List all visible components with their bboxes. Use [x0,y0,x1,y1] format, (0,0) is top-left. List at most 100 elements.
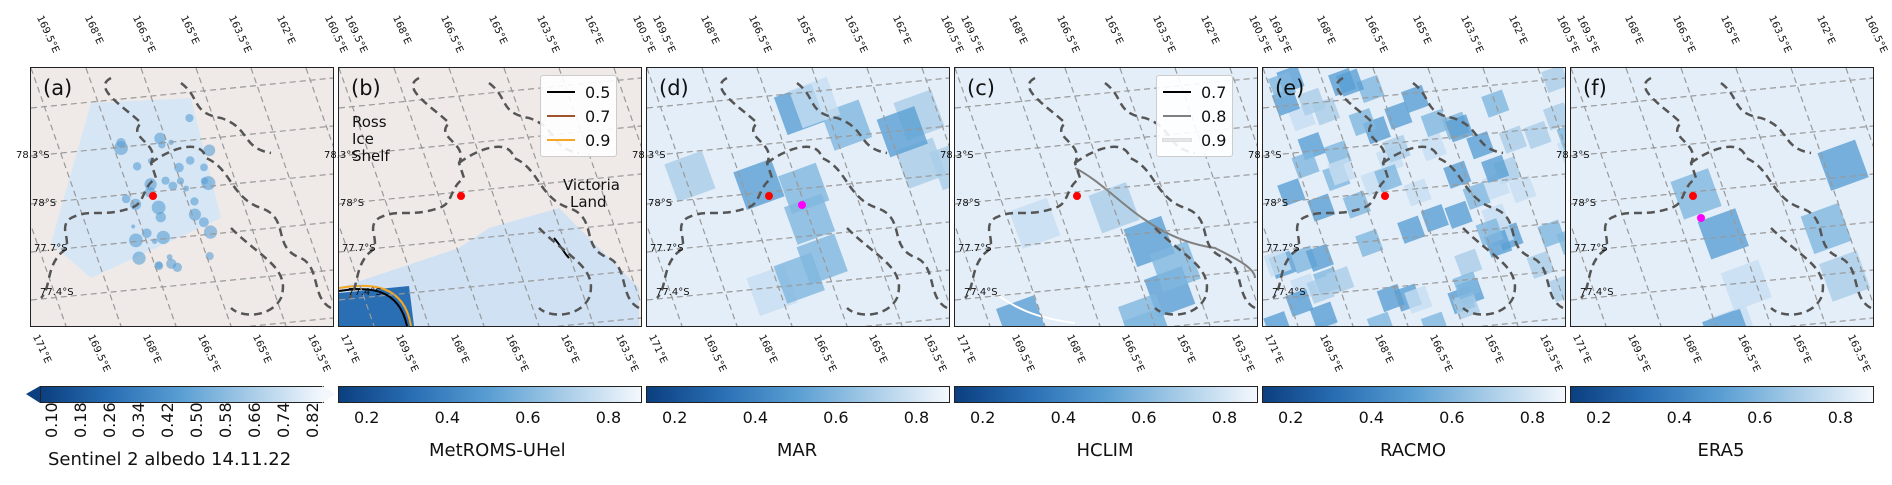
bottom-lon-tick: 165°E [1790,333,1813,366]
colorbar [1262,386,1566,403]
colorbar [646,386,950,403]
top-lon-tick: 168°E [1622,14,1645,47]
magenta-point-marker [798,201,806,209]
red-point-marker [457,192,465,200]
bottom-lon-tick: 169.5°E [1625,333,1652,374]
bottom-lon-tick: 166.5°E [1427,333,1454,374]
top-lon-tick: 162°E [1506,14,1529,47]
lat-tick: 78.3°S [632,150,666,161]
colorbar [338,386,642,403]
top-lon-tick: 166.5°E [130,14,157,55]
legend-entry: 0.8 [1163,104,1226,128]
colorbar-tick-label: 0.4 [434,408,461,427]
bottom-lon-tick: 163.5°E [305,333,332,374]
bottom-lon-tick: 171°E [646,333,669,366]
contour-legend: 0.5 0.7 0.9 [540,75,618,157]
colorbar-title: HCLIM [1076,440,1134,461]
top-lon-tick: 165°E [486,14,509,47]
panel-label: (a) [43,76,73,100]
colorbar-tick-label: 0.42 [158,402,177,438]
colorbar-tick-label: 0.2 [970,408,996,427]
top-lon-tick: 165°E [178,14,201,47]
colorbar-tick-label: 0.2 [1586,408,1612,427]
colorbar [1570,386,1874,403]
colorbar-tick-label: 0.58 [216,402,235,438]
bottom-lon-tick: 166.5°E [503,333,530,374]
colorbar-tick-label: 0.4 [742,408,769,427]
bottom-lon-tick: 165°E [1482,333,1505,366]
legend-line-swatch [547,91,575,93]
bottom-lon-tick: 166.5°E [811,333,838,374]
colorbar-tick-label: 0.34 [129,402,148,438]
panel-label: (e) [1275,76,1305,100]
top-lon-tick: 165°E [1718,14,1741,47]
top-lon-tick: 166.5°E [1362,14,1389,55]
bottom-lon-tick: 165°E [558,333,581,366]
lat-tick: 78°S [1572,198,1597,209]
red-point-marker [765,192,773,200]
bottom-lon-tick: 169.5°E [393,333,420,374]
colorbar-tick-label: 0.8 [1519,408,1546,427]
top-lon-tick: 160.5°E [1862,14,1889,55]
bottom-lon-tick: 163.5°E [1537,333,1564,374]
bottom-lon-tick: 168°E [448,333,471,366]
lat-tick: 78.3°S [16,150,50,161]
map-d: (d) [646,67,950,327]
colorbar-tick-label: 0.2 [354,408,380,427]
colorbar-tick-label: 0.50 [187,402,206,438]
colorbar-title: MetROMS-UHel [429,440,566,461]
legend-label: 0.5 [585,82,611,102]
top-lon-tick: 166.5°E [438,14,465,55]
bottom-lon-tick: 168°E [140,333,163,366]
bottom-lon-tick: 166.5°E [195,333,222,374]
lat-tick: 77.7°S [958,243,992,254]
legend-entry: 0.5 [547,80,610,104]
map-annotation: Ross [352,113,387,131]
legend-line-swatch [547,115,575,117]
colorbar-tick-label: 0.4 [1050,408,1077,427]
colorbar-title: Sentinel 2 albedo 14.11.22 [48,449,292,470]
colorbar-max-extend-arrow [322,386,336,403]
legend-label: 0.7 [1201,82,1227,102]
lat-tick: 77.4°S [656,287,690,298]
bottom-lon-tick: 169.5°E [1317,333,1344,374]
legend-line-swatch [547,139,575,141]
lat-tick: 78°S [956,198,981,209]
top-lon-tick: 165°E [794,14,817,47]
legend-line-swatch [1163,115,1191,117]
contour-legend: 0.7 0.8 0.9 [1156,75,1234,157]
colorbar-tick-label: 0.18 [71,402,90,438]
top-lon-tick: 163.5°E [226,14,253,55]
colorbar-tick-label: 0.66 [245,402,264,438]
top-lon-tick: 162°E [1198,14,1221,47]
bottom-lon-tick: 169.5°E [701,333,728,374]
lat-tick: 77.7°S [34,243,68,254]
panel-label: (f) [1583,76,1607,100]
colorbar-tick-label: 0.6 [1131,408,1157,427]
legend-label: 0.9 [1201,130,1227,150]
lat-tick: 77.4°S [964,287,998,298]
top-lon-tick: 163.5°E [842,14,869,55]
top-lon-tick: 162°E [1814,14,1837,47]
top-lon-tick: 165°E [1102,14,1125,47]
panel-label: (b) [351,76,381,100]
colorbar-tick-label: 0.10 [42,402,61,438]
lat-tick: 78.3°S [1248,150,1282,161]
colorbar-tick-label: 0.8 [1211,408,1238,427]
colorbar-tick-label: 0.82 [303,402,322,438]
bottom-lon-tick: 168°E [1680,333,1703,366]
lat-tick: 78.3°S [940,150,974,161]
legend-label: 0.7 [585,106,611,126]
lat-tick: 77.4°S [348,287,382,298]
lat-tick: 78°S [648,198,673,209]
bottom-lon-tick: 163.5°E [613,333,640,374]
legend-entry: 0.9 [1162,128,1227,152]
top-lon-tick: 165°E [1410,14,1433,47]
bottom-lon-tick: 163.5°E [1229,333,1256,374]
bottom-lon-tick: 169.5°E [1009,333,1036,374]
colorbar-tick-label: 0.2 [1278,408,1304,427]
top-lon-tick: 166.5°E [1670,14,1697,55]
legend-entry: 0.7 [547,104,610,128]
map-annotation: Land [570,193,607,211]
bottom-lon-tick: 171°E [30,333,53,366]
